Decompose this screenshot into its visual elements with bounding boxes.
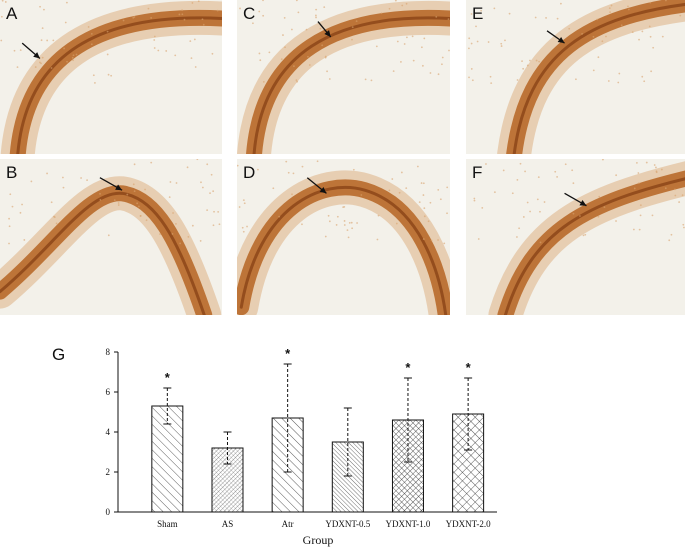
micrograph-image bbox=[237, 159, 450, 315]
chart-bars: * Sham AS * Atr YDXNT-0.5 * YDXNT-1.0 * YDXNT-2.0 bbox=[151, 346, 491, 529]
x-tick-label: YDXNT-1.0 bbox=[386, 519, 431, 529]
panel-label: A bbox=[6, 4, 18, 23]
bar-group: YDXNT-0.5 bbox=[325, 407, 371, 529]
bar-group: * YDXNT-2.0 bbox=[446, 360, 491, 529]
arrow-marker bbox=[317, 21, 332, 38]
y-tick-label: 8 bbox=[106, 347, 111, 357]
y-tick-label: 4 bbox=[106, 427, 111, 437]
micrograph-image bbox=[0, 159, 222, 315]
x-tick-label: YDXNT-0.5 bbox=[325, 519, 370, 529]
arrow-marker bbox=[546, 30, 565, 44]
bar-group: AS bbox=[211, 431, 244, 529]
micrograph-panel-d: D bbox=[237, 159, 450, 315]
bar bbox=[151, 405, 184, 513]
panel-label: D bbox=[243, 163, 256, 182]
arrow-marker bbox=[99, 177, 123, 191]
bar-chart: G 0 2 4 6 8 * Sham AS * Atr YDXNT-0.5 * YDXNT-1.0 * Y… bbox=[52, 345, 497, 547]
micrograph-panel-c: C bbox=[237, 0, 450, 154]
bar bbox=[331, 441, 364, 513]
micrograph-panel-e: E bbox=[466, 0, 685, 154]
micrograph-panel-a: A bbox=[0, 0, 222, 154]
x-tick-label: YDXNT-2.0 bbox=[446, 519, 491, 529]
y-tick-label: 0 bbox=[106, 507, 111, 517]
panel-label: F bbox=[472, 163, 483, 182]
micrograph-image bbox=[237, 0, 450, 154]
micrograph-panel-f: F bbox=[466, 159, 685, 315]
significance-marker: * bbox=[405, 360, 411, 375]
panel-label: E bbox=[472, 4, 484, 23]
micrograph-image bbox=[0, 0, 222, 154]
panel-label: C bbox=[243, 4, 256, 23]
x-axis-label: Group bbox=[303, 533, 334, 547]
micrograph-image bbox=[466, 159, 685, 315]
bar-group: * Sham bbox=[151, 370, 184, 529]
panel-label: B bbox=[6, 163, 18, 182]
x-tick-label: AS bbox=[222, 519, 234, 529]
arrow-marker bbox=[564, 192, 587, 207]
panel-label-g: G bbox=[52, 345, 65, 364]
y-tick-label: 6 bbox=[106, 387, 111, 397]
significance-marker: * bbox=[466, 360, 472, 375]
x-tick-label: Sham bbox=[157, 519, 178, 529]
arrow-marker bbox=[21, 42, 41, 60]
x-tick-label: Atr bbox=[282, 519, 294, 529]
significance-marker: * bbox=[285, 346, 291, 361]
bar-group: * Atr bbox=[271, 346, 304, 529]
micrograph-image bbox=[466, 0, 685, 154]
arrow-marker bbox=[306, 177, 327, 194]
significance-marker: * bbox=[165, 370, 171, 385]
bar-group: * YDXNT-1.0 bbox=[386, 360, 431, 529]
y-tick-label: 2 bbox=[106, 467, 111, 477]
micrograph-panel-b: B bbox=[0, 159, 222, 315]
